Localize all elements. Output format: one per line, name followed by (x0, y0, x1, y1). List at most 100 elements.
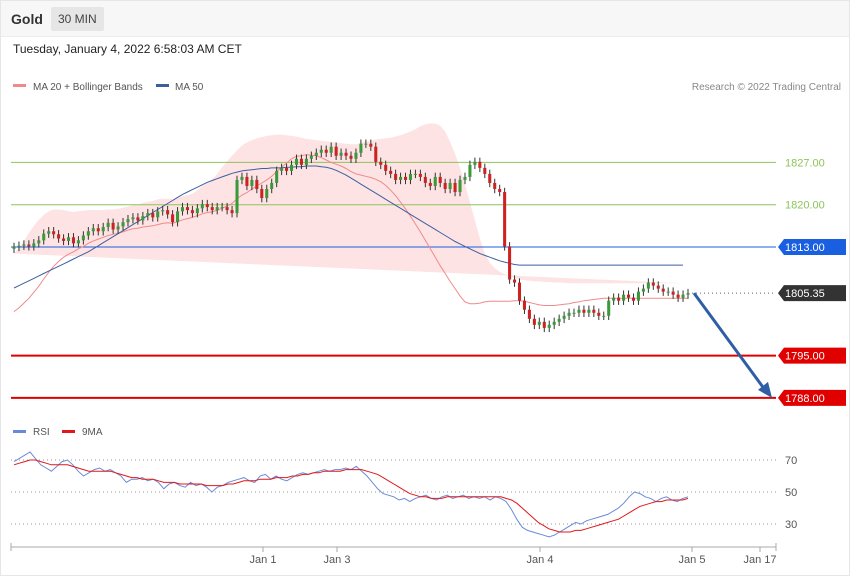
level-tag-support2 (778, 389, 846, 406)
candle (255, 179, 259, 189)
candle (146, 213, 150, 217)
price-legend: MA 20 + Bollinger Bands MA 50 Research ©… (13, 82, 841, 93)
candle (493, 182, 497, 189)
candle (433, 176, 437, 186)
candle (399, 176, 403, 180)
ma20-line (13, 154, 688, 313)
candle (592, 309, 596, 313)
candle (468, 164, 472, 177)
candle (676, 294, 680, 298)
candle (62, 238, 66, 241)
time-tick-label: Jan 1 (250, 554, 277, 566)
timeframe-button[interactable]: 30 MIN (51, 7, 104, 31)
candle (141, 216, 145, 221)
candle (111, 222, 115, 230)
candle (537, 321, 541, 325)
level-label-resistance1: 1820.00 (785, 200, 825, 212)
candle (448, 182, 452, 189)
candle (627, 294, 631, 298)
candle (185, 207, 189, 211)
rsi-legend-swatch (13, 430, 26, 433)
candle (131, 217, 135, 220)
candle (280, 167, 284, 171)
candle (344, 152, 348, 156)
candle (151, 213, 155, 218)
candle (567, 312, 571, 316)
candle (210, 207, 214, 211)
candle (671, 291, 675, 295)
candle (552, 321, 556, 325)
candle (423, 176, 427, 183)
candle (428, 182, 432, 186)
candle (314, 152, 318, 156)
rsi-ma-legend-swatch (62, 430, 75, 433)
candle (200, 204, 204, 209)
candle (508, 246, 512, 280)
candle (52, 231, 56, 235)
symbol-title: Gold (11, 11, 43, 27)
candle (12, 246, 16, 249)
rsi-tick-label: 50 (785, 487, 797, 499)
candle (22, 244, 26, 246)
candle (294, 158, 299, 165)
candle (171, 214, 175, 223)
candle (498, 188, 502, 193)
candle (636, 291, 640, 301)
candle (403, 176, 408, 180)
candle (413, 173, 417, 175)
candle (309, 155, 313, 159)
candle (265, 188, 269, 199)
candle (602, 315, 606, 317)
candle (225, 207, 229, 211)
candle (106, 222, 110, 228)
candle (666, 291, 670, 293)
candle (319, 149, 323, 153)
bollinger-band (14, 123, 683, 284)
level-label-last: 1805.35 (785, 288, 825, 300)
candle (582, 309, 586, 313)
candle (245, 176, 249, 186)
candle (176, 211, 180, 223)
credit-text: Research © 2022 Trading Central (692, 82, 841, 93)
rsi-ma-line (13, 459, 689, 533)
candle (522, 300, 526, 310)
candle (250, 179, 254, 186)
candle (275, 170, 279, 183)
candle (126, 219, 130, 223)
candle (384, 164, 388, 171)
candle (641, 288, 645, 292)
time-tick-label: Jan 4 (527, 554, 554, 566)
candle (299, 158, 303, 165)
level-label-resistance2: 1827.00 (785, 157, 825, 169)
candle (394, 173, 398, 180)
level-tag-pivot (778, 238, 846, 255)
candle (235, 179, 239, 214)
projection-arrow-head (758, 381, 772, 398)
candle (651, 282, 655, 286)
candle (463, 176, 467, 180)
candle (513, 279, 517, 283)
candle (71, 237, 75, 244)
candle (285, 167, 289, 171)
candle (220, 207, 224, 209)
ma20-legend-swatch (13, 84, 26, 87)
candle (329, 146, 333, 153)
candle (215, 207, 219, 211)
candle (622, 294, 626, 301)
candle (389, 170, 393, 174)
candle (438, 176, 442, 183)
rsi-legend: RSI 9MA (13, 427, 103, 438)
candle (37, 240, 41, 244)
level-label-support1: 1795.00 (785, 351, 825, 363)
candle (527, 309, 531, 319)
candle (81, 235, 85, 241)
candle (161, 210, 165, 212)
chart-header: Gold 30 MIN (0, 0, 850, 37)
time-tick-label: Jan 5 (679, 554, 706, 566)
candle (364, 143, 368, 145)
candle (91, 228, 95, 232)
candle (374, 146, 378, 162)
candle (339, 152, 343, 156)
candle (349, 155, 353, 159)
